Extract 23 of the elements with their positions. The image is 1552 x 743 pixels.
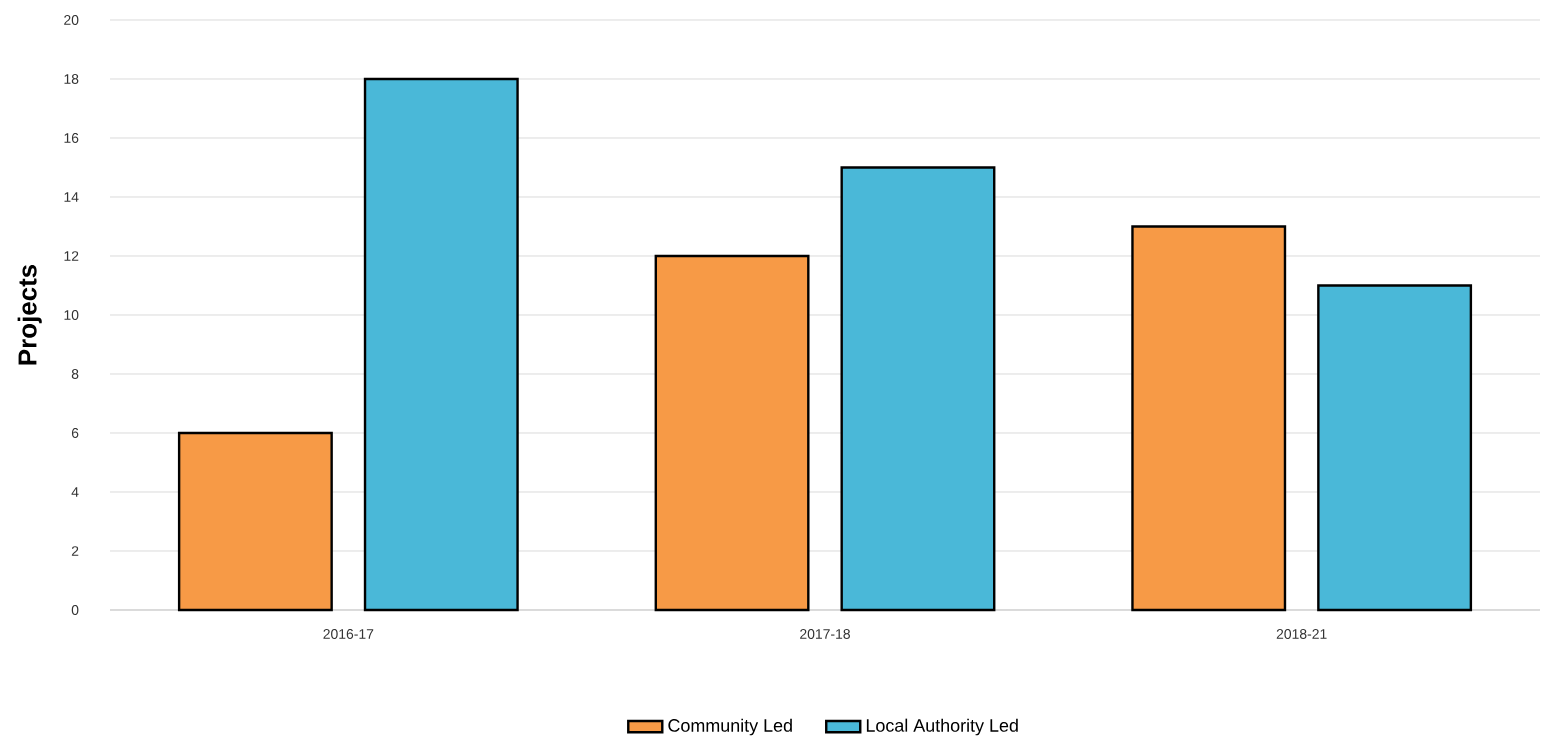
x-tick-label: 2016-17 xyxy=(323,629,374,640)
y-tick-label: 14 xyxy=(64,192,79,202)
y-tick-label: 16 xyxy=(64,133,79,144)
bar xyxy=(363,77,519,612)
y-axis-title: Projects xyxy=(17,265,42,365)
y-tick-label: 0 xyxy=(71,605,79,616)
bar xyxy=(1131,225,1287,612)
y-tick-label: 4 xyxy=(71,487,79,497)
bar xyxy=(840,166,996,612)
y-tick-label: 20 xyxy=(64,15,79,26)
bar xyxy=(1317,284,1473,612)
y-tick-label: 10 xyxy=(64,310,79,321)
bar xyxy=(177,431,333,612)
y-tick-label: 18 xyxy=(64,74,79,85)
x-tick-label: 2018-21 xyxy=(1276,629,1327,640)
y-tick-label: 8 xyxy=(71,369,79,380)
legend-label: Local Authority Led xyxy=(866,718,1018,736)
y-tick-label: 2 xyxy=(71,546,79,557)
y-tick-label: 6 xyxy=(71,428,79,439)
y-tick-label: 12 xyxy=(64,251,79,262)
bar xyxy=(654,254,810,612)
x-tick-label: 2017-18 xyxy=(800,629,850,640)
legend-label: Community Led xyxy=(668,718,792,736)
